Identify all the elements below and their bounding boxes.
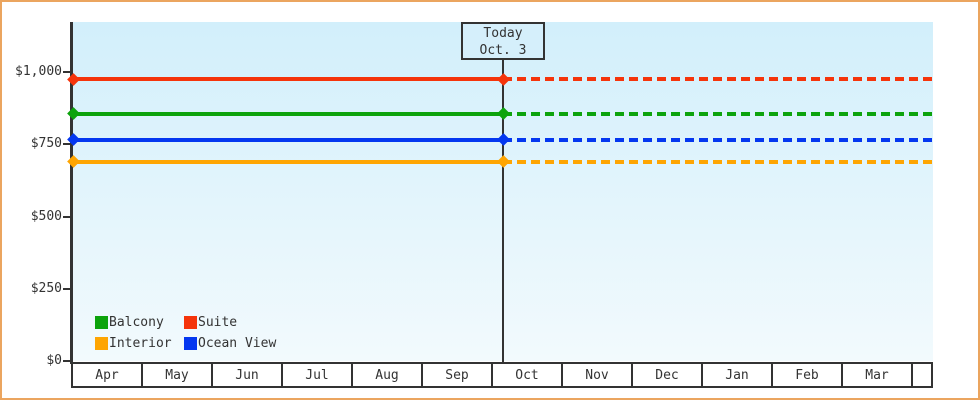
month-cell-jul: Jul <box>283 364 353 386</box>
series-line-dashed-interior <box>503 159 933 164</box>
month-cell-sep: Sep <box>423 364 493 386</box>
series-line-dashed-suite <box>503 77 933 82</box>
legend-label: Interior <box>109 336 172 351</box>
y-axis-tick-label: $0 <box>46 353 62 368</box>
month-cell-jun: Jun <box>213 364 283 386</box>
legend: Balcony Suite Interior Ocean View <box>95 314 276 352</box>
series-line-dashed-ocean-view <box>503 137 933 142</box>
month-cell-oct: Oct <box>493 364 563 386</box>
series-line-solid-ocean-view <box>73 137 503 142</box>
month-cell-aug: Aug <box>353 364 423 386</box>
series-line-dashed-balcony <box>503 111 933 116</box>
series-line-solid-interior <box>73 159 503 164</box>
y-axis-tick-label: $250 <box>30 280 62 296</box>
month-cell-jan: Jan <box>703 364 773 386</box>
y-axis-tick <box>63 215 71 218</box>
month-cell-nov: Nov <box>563 364 633 386</box>
legend-item-ocean-view: Ocean View <box>184 335 276 352</box>
x-axis-month-row: Apr May Jun Jul Aug Sep Oct Nov Dec Jan Feb Mar <box>71 362 933 388</box>
legend-swatch-icon <box>95 316 108 329</box>
legend-swatch-icon <box>95 337 108 350</box>
month-cell-apr: Apr <box>73 364 143 386</box>
legend-item-interior: Interior <box>95 335 184 352</box>
today-date-label: Oct. 3 <box>479 43 527 58</box>
legend-label: Suite <box>198 315 238 330</box>
y-axis-tick <box>63 143 71 146</box>
legend-item-suite: Suite <box>184 314 276 331</box>
y-axis-tick <box>63 287 71 290</box>
today-marker-box: Today Oct. 3 <box>461 22 545 60</box>
y-axis-tick-label: $750 <box>30 136 62 152</box>
y-axis-line <box>70 22 73 364</box>
legend-swatch-icon <box>184 316 197 329</box>
today-vertical-line <box>502 22 504 364</box>
series-line-solid-balcony <box>73 111 503 116</box>
y-axis-tick-label: $1,000 <box>15 64 62 79</box>
legend-label: Ocean View <box>198 336 277 351</box>
month-cell-dec: Dec <box>633 364 703 386</box>
series-line-solid-suite <box>73 77 503 82</box>
legend-label: Balcony <box>109 315 164 330</box>
y-axis-tick <box>63 360 71 362</box>
legend-swatch-icon <box>184 337 197 350</box>
y-axis-tick-label: $500 <box>30 208 62 224</box>
legend-item-balcony: Balcony <box>95 314 184 331</box>
y-axis-tick <box>63 71 71 73</box>
month-cell-feb: Feb <box>773 364 843 386</box>
month-cell-may: May <box>143 364 213 386</box>
today-label: Today <box>483 26 523 41</box>
month-cell-empty <box>913 364 931 386</box>
month-cell-mar: Mar <box>843 364 913 386</box>
